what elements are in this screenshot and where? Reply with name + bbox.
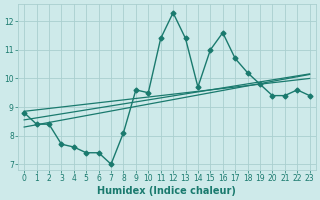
X-axis label: Humidex (Indice chaleur): Humidex (Indice chaleur) xyxy=(98,186,236,196)
